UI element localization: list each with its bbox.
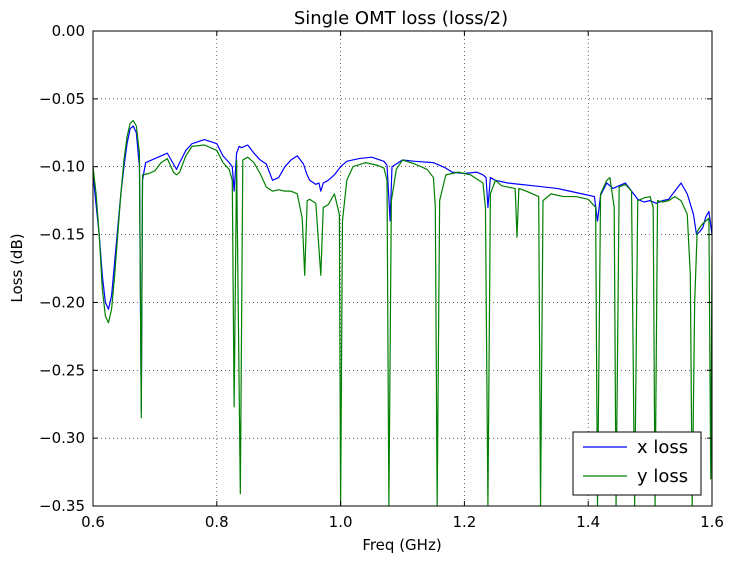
y-tick-label: −0.20: [39, 293, 85, 311]
x-tick-label: 1.4: [576, 513, 600, 531]
series-line-y-loss: [93, 119, 712, 506]
legend-box: [572, 431, 702, 496]
y-tick-label: −0.25: [39, 361, 85, 379]
y-axis-label: Loss (dB): [8, 233, 26, 302]
x-tick-label: 1.2: [452, 513, 476, 531]
x-tick-label: 1.0: [329, 513, 353, 531]
legend: x loss y loss: [572, 431, 702, 496]
chart-title: Single OMT loss (loss/2): [294, 8, 508, 29]
axis-ticks: 0.6 0.8 1.0 1.2 1.4 1.6 0.00 −0.05 −0.10 −0.15 −0.…: [39, 22, 724, 531]
y-tick-label: 0.00: [52, 22, 85, 40]
legend-label-x-loss: x loss: [637, 437, 688, 458]
x-tick-label: 0.6: [81, 513, 105, 531]
legend-label-y-loss: y loss: [637, 466, 688, 487]
y-tick-label: −0.30: [39, 429, 85, 447]
x-tick-label: 0.8: [205, 513, 229, 531]
plot-frame: [92, 30, 713, 507]
x-tick-label: 1.6: [700, 513, 724, 531]
y-tick-label: −0.05: [39, 90, 85, 108]
series-line-x-loss: [93, 125, 712, 412]
x-axis-label: Freq (GHz): [362, 536, 441, 554]
y-tick-label: −0.10: [39, 158, 85, 176]
y-tick-label: −0.35: [39, 497, 85, 515]
y-tick-label: −0.15: [39, 226, 85, 244]
series-layer: [93, 119, 712, 506]
